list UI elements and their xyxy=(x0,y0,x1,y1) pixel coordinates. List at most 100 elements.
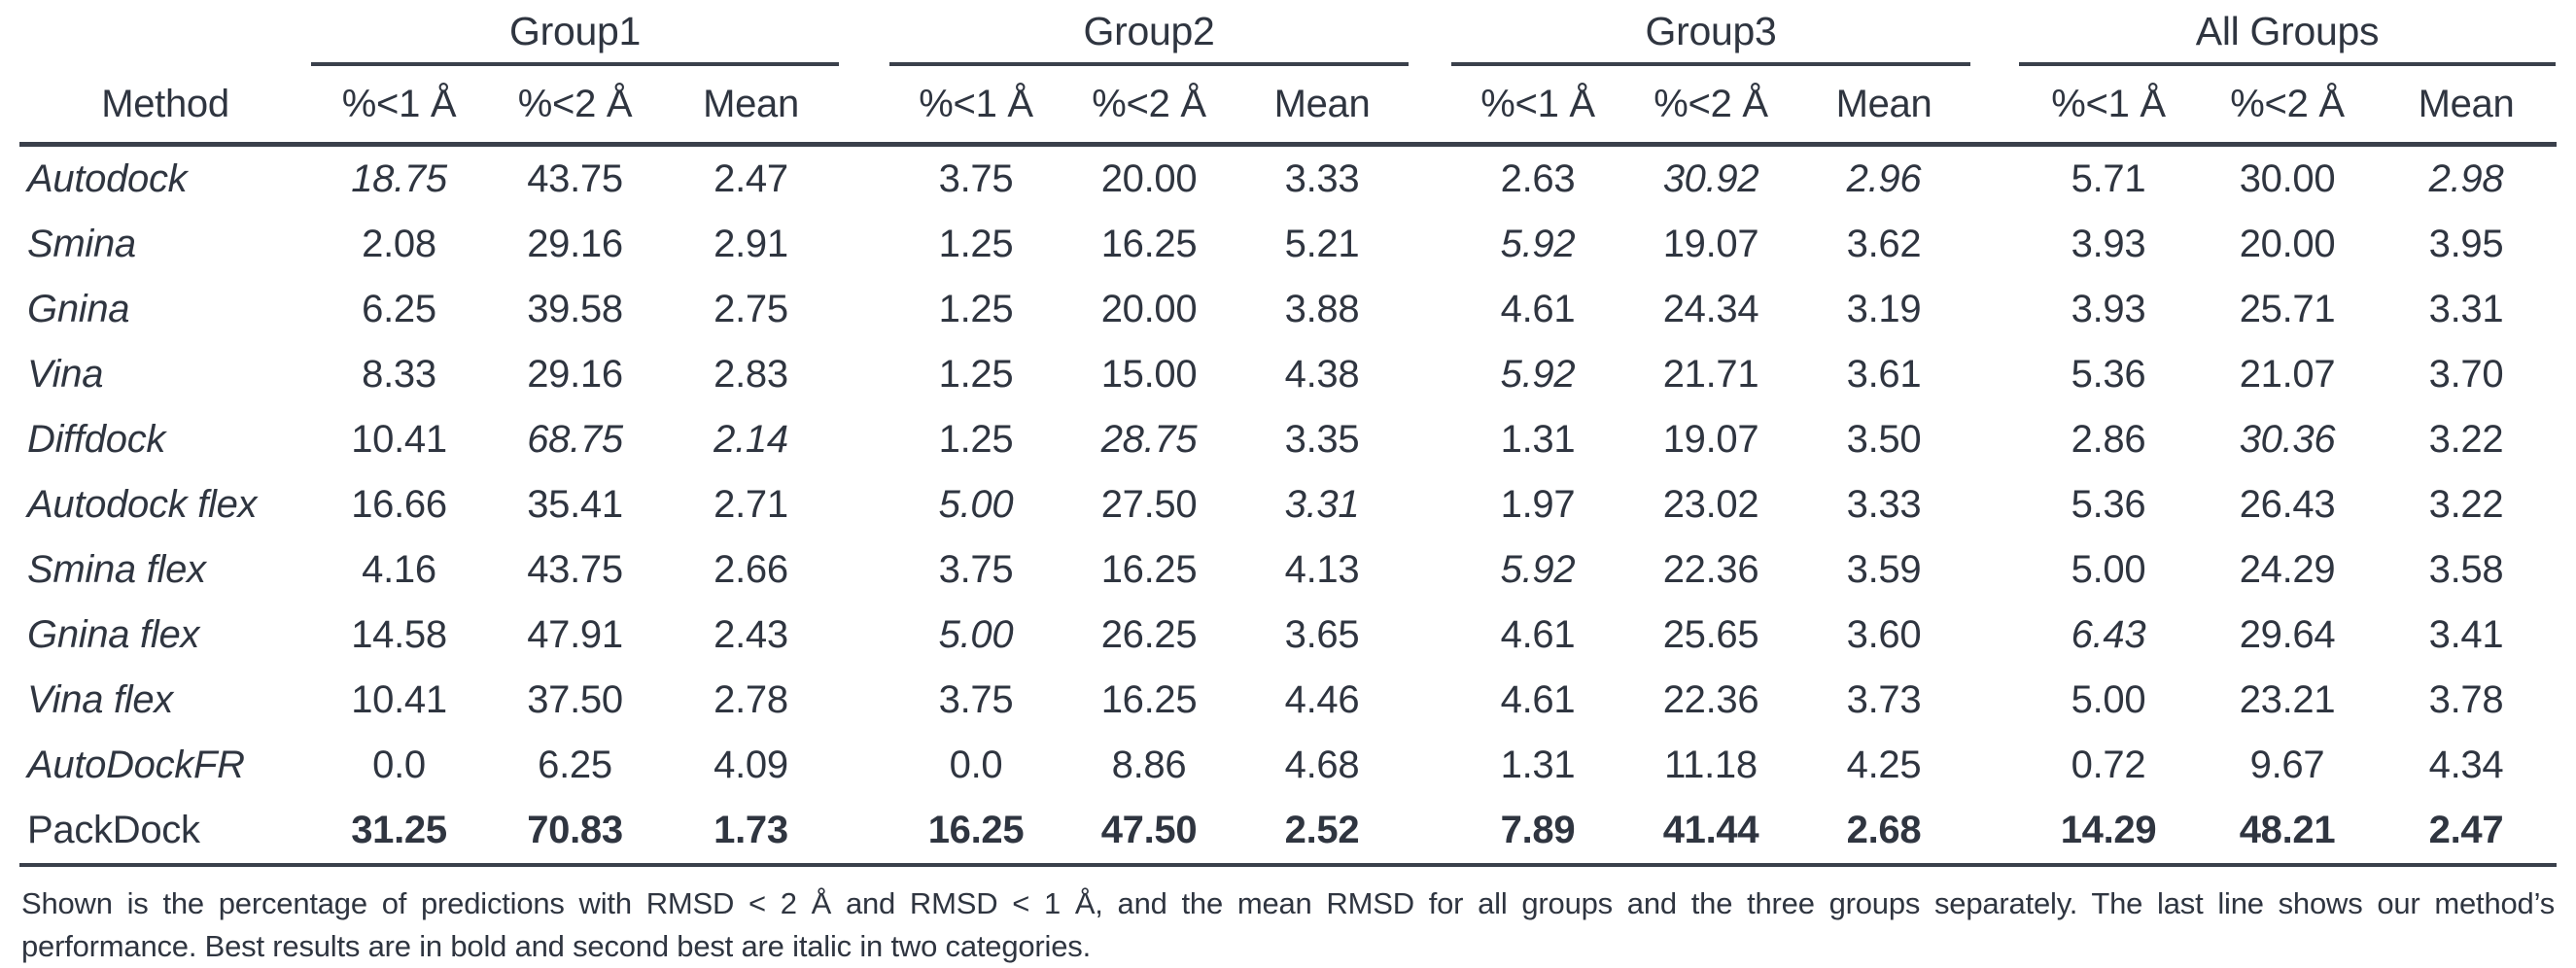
table-row: Diffdock 10.41 68.75 2.14 1.25 28.75 3.35 1.31 1… xyxy=(19,407,2557,472)
table-row: Smina 2.08 29.16 2.91 1.25 16.25 5.21 5.92 19.07… xyxy=(19,212,2557,277)
value-cell: 22.36 xyxy=(1662,548,1759,591)
value-cell: 2.86 xyxy=(2071,418,2146,461)
value-cell: 28.75 xyxy=(1100,418,1198,461)
value-cell: 26.25 xyxy=(1100,613,1198,656)
value-cell: 5.00 xyxy=(938,613,1014,656)
value-cell: 4.61 xyxy=(1500,613,1576,656)
value-cell: 23.02 xyxy=(1662,483,1759,526)
value-cell: 3.93 xyxy=(2071,288,2146,330)
table-row: Smina flex 4.16 43.75 2.66 3.75 16.25 4.13 5.92… xyxy=(19,537,2557,603)
table-row: Autodock flex 16.66 35.41 2.71 5.00 27.50 3.31… xyxy=(19,472,2557,537)
value-cell: 21.07 xyxy=(2239,353,2336,396)
value-cell: 4.61 xyxy=(1500,678,1576,721)
table-row: Gnina flex 14.58 47.91 2.43 5.00 26.25 3.65 4.6… xyxy=(19,603,2557,668)
method-name: Diffdock xyxy=(27,418,166,461)
value-cell: 16.25 xyxy=(1100,548,1198,591)
method-name: Vina xyxy=(27,353,104,396)
value-cell: 9.67 xyxy=(2249,743,2325,786)
table-caption-line-1: Shown is the percentage of predictions w… xyxy=(21,886,2555,920)
value-cell: 2.71 xyxy=(714,483,788,526)
value-cell: 23.21 xyxy=(2239,678,2336,721)
value-cell: 1.31 xyxy=(1500,418,1576,461)
value-cell: 0.0 xyxy=(949,743,1003,786)
value-cell: 3.70 xyxy=(2428,353,2504,396)
subheader-pct-lt-1-angstrom-group2: %<1 Å xyxy=(919,82,1033,125)
value-cell: 2.52 xyxy=(1284,809,1360,851)
value-cell: 1.25 xyxy=(938,223,1014,265)
value-cell: 30.36 xyxy=(2239,418,2336,461)
value-cell: 2.14 xyxy=(714,418,788,461)
value-cell: 43.75 xyxy=(527,548,623,591)
value-cell: 4.34 xyxy=(2428,743,2504,786)
method-name: Gnina flex xyxy=(27,613,200,656)
value-cell: 5.00 xyxy=(2071,548,2146,591)
value-cell: 1.97 xyxy=(1500,483,1576,526)
method-name: AutoDockFR xyxy=(27,743,245,786)
value-cell: 3.50 xyxy=(1846,418,1922,461)
value-cell: 26.43 xyxy=(2239,483,2336,526)
value-cell: 3.65 xyxy=(1284,613,1360,656)
subheader-mean-group2: Mean xyxy=(1273,82,1371,125)
value-cell: 30.92 xyxy=(1662,157,1759,200)
value-cell: 2.47 xyxy=(2428,809,2504,851)
value-cell: 21.71 xyxy=(1662,353,1759,396)
value-cell: 47.50 xyxy=(1100,809,1198,851)
value-cell: 22.36 xyxy=(1662,678,1759,721)
value-cell: 70.83 xyxy=(527,809,623,851)
value-cell: 16.25 xyxy=(1100,678,1198,721)
group-header-group3: Group3 xyxy=(1451,4,1970,66)
method-name: PackDock xyxy=(27,809,200,851)
value-cell: 1.25 xyxy=(938,288,1014,330)
value-cell: 7.89 xyxy=(1500,809,1576,851)
value-cell: 14.58 xyxy=(351,613,447,656)
value-cell: 41.44 xyxy=(1662,809,1759,851)
value-cell: 4.16 xyxy=(362,548,436,591)
group-header-all-groups: All Groups xyxy=(2019,4,2556,66)
group-header-spacer xyxy=(19,4,311,66)
value-cell: 2.47 xyxy=(714,157,788,200)
subheader-mean-group4: Mean xyxy=(2418,82,2515,125)
subheader-pct-lt-1-angstrom-group1: %<1 Å xyxy=(341,82,457,125)
value-cell: 2.43 xyxy=(714,613,788,656)
value-cell: 2.68 xyxy=(1846,809,1922,851)
value-cell: 20.00 xyxy=(1100,157,1198,200)
value-cell: 29.16 xyxy=(527,223,623,265)
value-cell: 2.75 xyxy=(714,288,788,330)
value-cell: 5.92 xyxy=(1500,353,1576,396)
value-cell: 18.75 xyxy=(351,157,447,200)
value-cell: 3.59 xyxy=(1846,548,1922,591)
value-cell: 2.66 xyxy=(714,548,788,591)
value-cell: 24.34 xyxy=(1662,288,1759,330)
value-cell: 6.25 xyxy=(362,288,436,330)
value-cell: 48.21 xyxy=(2239,809,2336,851)
value-cell: 16.66 xyxy=(351,483,447,526)
value-cell: 3.73 xyxy=(1846,678,1922,721)
table-caption-line-2: performance. Best results are in bold an… xyxy=(21,929,1091,964)
subheader-pct-lt-2-angstrom-group3: %<2 Å xyxy=(1654,82,1768,125)
group-header-group2: Group2 xyxy=(889,4,1409,66)
value-cell: 4.68 xyxy=(1284,743,1360,786)
value-cell: 0.0 xyxy=(372,743,426,786)
method-name: Smina flex xyxy=(27,548,206,591)
table-row: Autodock 18.75 43.75 2.47 3.75 20.00 3.33 2.63 3… xyxy=(19,147,2557,212)
method-name: Smina xyxy=(27,223,136,265)
value-cell: 6.43 xyxy=(2071,613,2146,656)
value-cell: 4.25 xyxy=(1846,743,1922,786)
column-header-row: Method %<1 Å %<2 Å Mean %<1 Å %<2 Å Mean %<1 Å… xyxy=(19,66,2557,147)
value-cell: 4.61 xyxy=(1500,288,1576,330)
value-cell: 5.71 xyxy=(2071,157,2146,200)
table-row: Vina flex 10.41 37.50 2.78 3.75 16.25 4.46 4.61… xyxy=(19,668,2557,733)
value-cell: 20.00 xyxy=(1100,288,1198,330)
value-cell: 19.07 xyxy=(1662,223,1759,265)
subheader-pct-lt-2-angstrom-group2: %<2 Å xyxy=(1092,82,1206,125)
value-cell: 2.96 xyxy=(1846,157,1922,200)
value-cell: 5.36 xyxy=(2071,353,2146,396)
value-cell: 3.88 xyxy=(1284,288,1360,330)
value-cell: 5.36 xyxy=(2071,483,2146,526)
value-cell: 4.46 xyxy=(1284,678,1360,721)
value-cell: 3.75 xyxy=(938,157,1014,200)
value-cell: 1.25 xyxy=(938,353,1014,396)
value-cell: 3.62 xyxy=(1846,223,1922,265)
value-cell: 2.98 xyxy=(2428,157,2504,200)
